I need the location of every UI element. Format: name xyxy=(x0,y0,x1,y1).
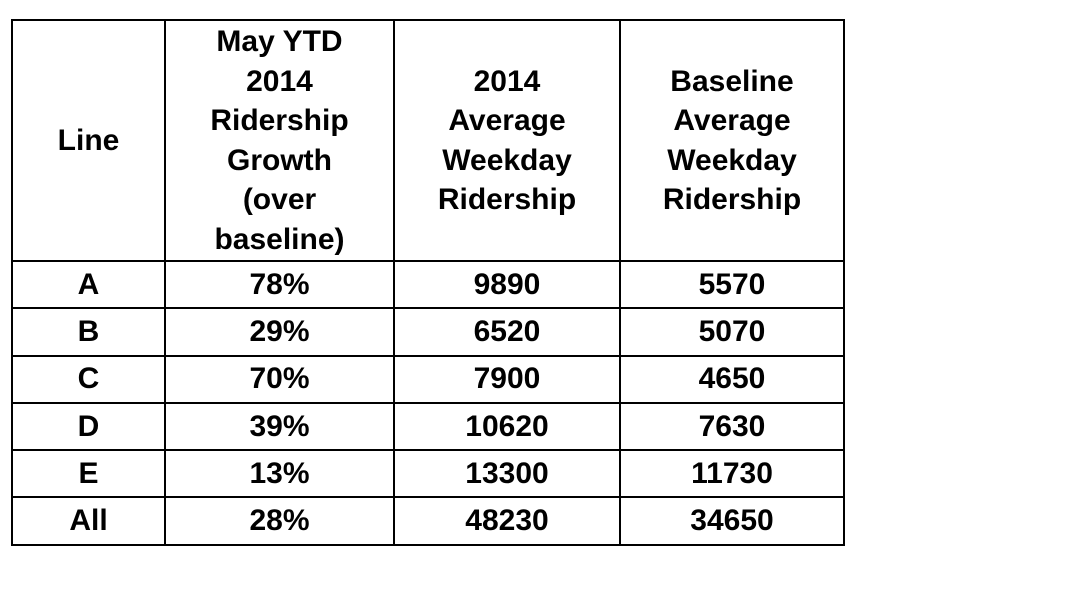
ridership-table: Line May YTD 2014 Ridership Growth (over… xyxy=(11,19,845,546)
cell-2014-ridership: 10620 xyxy=(393,401,621,452)
cell-2014-ridership: 48230 xyxy=(393,496,621,546)
cell-2014-ridership: 13300 xyxy=(393,449,621,499)
cell-2014-ridership: 9890 xyxy=(393,259,621,310)
cell-baseline-ridership: 7630 xyxy=(619,401,845,452)
header-row: Line May YTD 2014 Ridership Growth (over… xyxy=(11,19,845,262)
cell-baseline-ridership: 4650 xyxy=(619,354,845,404)
cell-baseline-ridership: 34650 xyxy=(619,496,845,546)
cell-growth: 28% xyxy=(164,496,395,546)
table-row: A 78% 9890 5570 xyxy=(11,259,845,310)
cell-line: E xyxy=(11,449,166,499)
cell-line: All xyxy=(11,496,166,546)
table-row: C 70% 7900 4650 xyxy=(11,354,845,404)
cell-line: D xyxy=(11,401,166,452)
cell-growth: 39% xyxy=(164,401,395,452)
cell-baseline-ridership: 11730 xyxy=(619,449,845,499)
cell-growth: 13% xyxy=(164,449,395,499)
header-line: Line xyxy=(11,19,166,262)
table-row: E 13% 13300 11730 xyxy=(11,449,845,499)
cell-line: C xyxy=(11,354,166,404)
table-row: B 29% 6520 5070 xyxy=(11,307,845,357)
header-baseline-ridership: Baseline Average Weekday Ridership xyxy=(619,19,845,262)
header-2014-ridership: 2014 Average Weekday Ridership xyxy=(393,19,621,262)
cell-growth: 29% xyxy=(164,307,395,357)
cell-growth: 70% xyxy=(164,354,395,404)
table-header: Line May YTD 2014 Ridership Growth (over… xyxy=(11,19,845,262)
cell-baseline-ridership: 5570 xyxy=(619,259,845,310)
table-body: A 78% 9890 5570 B 29% 6520 5070 C 70% 79… xyxy=(11,259,845,546)
cell-line: B xyxy=(11,307,166,357)
cell-2014-ridership: 6520 xyxy=(393,307,621,357)
cell-growth: 78% xyxy=(164,259,395,310)
table-row-total: All 28% 48230 34650 xyxy=(11,496,845,546)
header-growth: May YTD 2014 Ridership Growth (over base… xyxy=(164,19,395,262)
cell-line: A xyxy=(11,259,166,310)
cell-2014-ridership: 7900 xyxy=(393,354,621,404)
table-row: D 39% 10620 7630 xyxy=(11,401,845,452)
cell-baseline-ridership: 5070 xyxy=(619,307,845,357)
